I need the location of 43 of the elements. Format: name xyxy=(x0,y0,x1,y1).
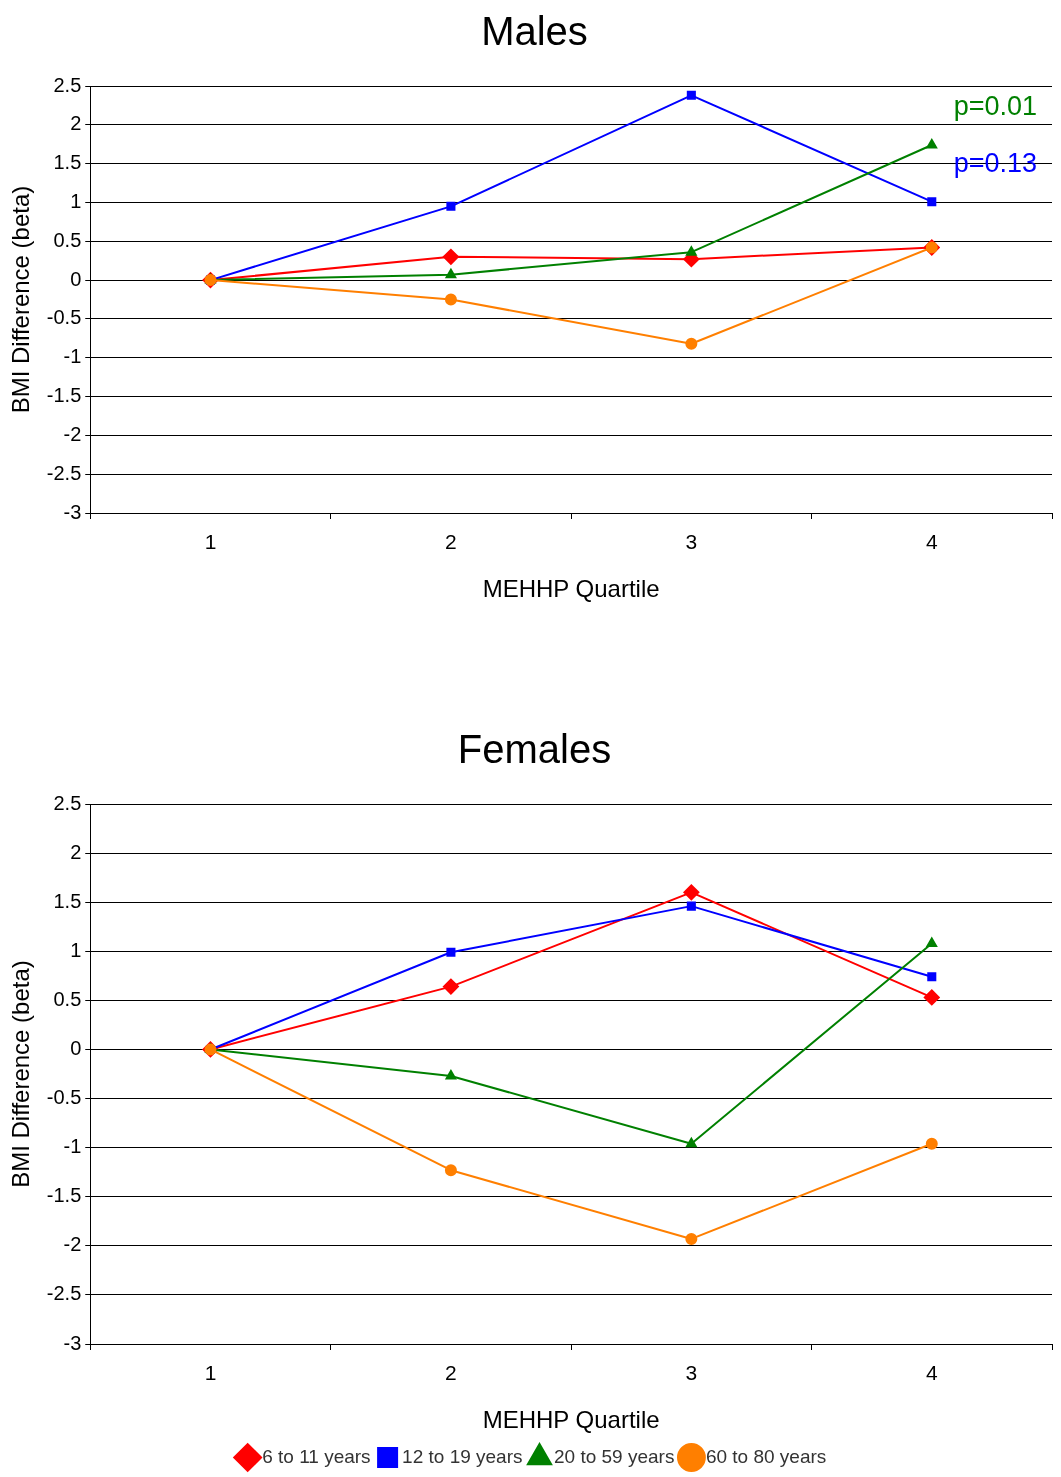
x-tick-label: 2 xyxy=(445,530,457,554)
y-tick-label: 0 xyxy=(70,267,82,290)
chart-title: Females xyxy=(457,727,612,772)
y-tick-label: -1.5 xyxy=(46,1184,82,1207)
x-tick-label: 3 xyxy=(685,530,698,554)
y-tick-label: 1 xyxy=(70,938,82,961)
x-tick-label: 1 xyxy=(204,1361,217,1385)
legend-label: 20 to 59 years xyxy=(554,1445,675,1467)
y-tick-label: 2 xyxy=(70,112,82,135)
legend-label: 6 to 11 years xyxy=(262,1445,371,1467)
legend-label: 60 to 80 years xyxy=(705,1445,827,1467)
chart-title: Males xyxy=(481,9,588,54)
x-tick-label: 4 xyxy=(925,1361,938,1385)
y-tick-label: -3 xyxy=(63,1331,82,1354)
y-tick-label: 2.5 xyxy=(53,73,82,96)
y-tick-label: 1.5 xyxy=(53,151,82,174)
x-tick-label: 1 xyxy=(204,530,217,554)
y-tick-label: -0.5 xyxy=(46,306,82,329)
y-tick-label: -1 xyxy=(63,345,82,368)
y-tick-label: 2 xyxy=(70,840,82,863)
y-tick-label: 0 xyxy=(70,1036,82,1059)
y-tick-label: -1.5 xyxy=(46,384,82,407)
y-tick-label: 0.5 xyxy=(53,228,82,251)
y-tick-label: 0.5 xyxy=(53,987,82,1010)
y-tick-label: -2.5 xyxy=(46,461,82,484)
y-tick-label: -0.5 xyxy=(46,1086,82,1109)
x-tick-label: 4 xyxy=(925,530,938,554)
x-tick-label: 3 xyxy=(685,1361,698,1385)
y-tick-label: -2 xyxy=(63,422,82,445)
annotation: p=0.01 xyxy=(953,90,1038,121)
y-tick-label: -2 xyxy=(63,1233,82,1256)
y-tick-label: 1 xyxy=(70,189,82,212)
x-axis-title: MEHHP Quartile xyxy=(482,575,660,603)
x-tick-label: 2 xyxy=(445,1361,457,1385)
legend-label: 12 to 19 years xyxy=(402,1445,523,1467)
y-axis-title: BMI Difference (beta) xyxy=(7,185,35,414)
y-axis-title: BMI Difference (beta) xyxy=(7,960,35,1188)
y-tick-label: -1 xyxy=(63,1135,82,1158)
y-tick-label: -2.5 xyxy=(46,1282,82,1305)
y-tick-label: 1.5 xyxy=(53,889,82,912)
y-tick-label: -3 xyxy=(63,500,82,523)
x-axis-title: MEHHP Quartile xyxy=(482,1406,660,1434)
y-tick-label: 2.5 xyxy=(53,791,82,814)
